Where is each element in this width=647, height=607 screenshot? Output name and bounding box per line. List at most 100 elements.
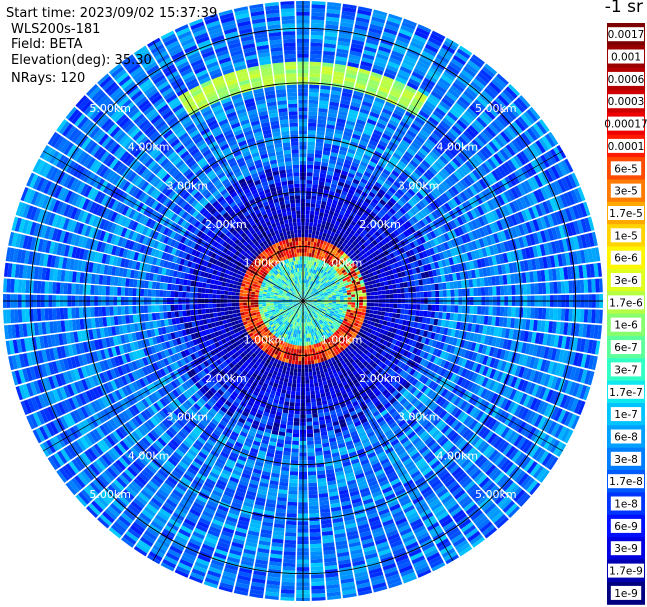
range-gate: [285, 524, 297, 529]
range-gate: [332, 228, 337, 233]
range-gate: [307, 141, 316, 146]
range-gate: [329, 187, 336, 193]
range-gate: [410, 41, 424, 51]
range-gate: [314, 443, 322, 449]
range-gate: [438, 283, 443, 290]
range-gate: [324, 237, 329, 242]
range-gate: [342, 135, 351, 141]
range-gate: [335, 188, 342, 194]
range-gate: [307, 456, 316, 461]
range-gate: [341, 190, 348, 197]
range-gate: [320, 204, 326, 210]
range-gate: [283, 447, 291, 453]
range-gate: [315, 271, 319, 276]
range-gate: [307, 452, 315, 457]
range-gate: [430, 311, 436, 318]
range-gate: [340, 18, 355, 25]
range-gate: [323, 189, 330, 195]
range-gate: [289, 471, 299, 476]
range-gate: [503, 285, 508, 296]
range-gate: [284, 535, 297, 541]
range-gate: [336, 298, 341, 301]
range-gate: [383, 316, 389, 321]
range-gate: [595, 278, 600, 293]
range-gate: [347, 205, 354, 212]
range-gate: [313, 355, 317, 360]
range-gate: [309, 375, 314, 380]
range-gate: [362, 97, 374, 104]
range-gate: [304, 291, 307, 295]
ray: [303, 6, 373, 299]
range-gate: [364, 316, 369, 321]
range-gate: [304, 294, 306, 299]
range-gate: [318, 235, 323, 240]
range-gate: [357, 143, 367, 151]
range-gate: [309, 268, 313, 273]
range-gate: [309, 84, 320, 89]
range-gate: [338, 177, 346, 184]
range-gate: [304, 279, 306, 284]
range-gate: [360, 60, 373, 68]
range-gate: [322, 62, 334, 68]
range-gate: [308, 501, 319, 506]
range-gate: [484, 286, 489, 296]
range-gate: [395, 313, 401, 319]
range-gate: [304, 364, 309, 369]
range-gate: [326, 170, 334, 176]
range-gate: [334, 192, 341, 198]
range-gate: [362, 309, 367, 313]
range-gate: [308, 229, 313, 234]
range-gate: [305, 214, 310, 219]
range-gate: [311, 593, 326, 598]
range-gate: [399, 65, 412, 75]
range-gate: [303, 275, 305, 280]
range-gate: [338, 37, 351, 43]
range-gate: [327, 116, 337, 122]
range-gate: [373, 60, 387, 68]
range-gate: [576, 308, 581, 322]
range-gate: [305, 402, 311, 407]
range-gate: [391, 50, 405, 59]
range-gate: [333, 67, 346, 73]
range-gate: [369, 23, 384, 31]
range-gate: [378, 86, 390, 94]
range-gate: [404, 55, 417, 64]
range-gate: [411, 309, 417, 316]
range-gate: [303, 294, 305, 299]
range-gate: [346, 116, 357, 123]
range-gate: [305, 221, 309, 226]
range-gate: [350, 291, 355, 295]
range-gate: [345, 179, 352, 186]
range-gate: [363, 129, 373, 137]
range-gate: [382, 75, 394, 84]
range-gate: [304, 260, 307, 265]
range-gate: [343, 183, 351, 189]
range-gate: [310, 566, 324, 571]
range-gate: [362, 53, 375, 61]
range-gate: [324, 185, 331, 191]
range-gate: [358, 293, 363, 297]
range-gate: [330, 183, 338, 189]
range-gate: [364, 150, 373, 158]
range-gate: [331, 144, 340, 150]
range-gate: [285, 528, 297, 533]
range-gate: [319, 177, 326, 182]
range-gate: [355, 20, 369, 28]
range-gate: [308, 364, 312, 369]
range-gate: [337, 157, 345, 163]
range-gate: [362, 292, 367, 297]
range-gate: [417, 24, 432, 33]
range-gate: [322, 232, 327, 238]
range-gate: [377, 290, 382, 295]
range-gate: [402, 58, 416, 68]
range-gate: [383, 104, 395, 113]
range-gate: [330, 206, 336, 212]
range-gate: [311, 277, 314, 282]
range-gate: [325, 205, 331, 211]
range-gate: [330, 231, 336, 237]
range-gate: [553, 281, 558, 294]
range-gate: [488, 306, 493, 316]
range-gate: [310, 570, 324, 575]
range-gate: [314, 363, 319, 368]
range-gate: [312, 277, 316, 282]
